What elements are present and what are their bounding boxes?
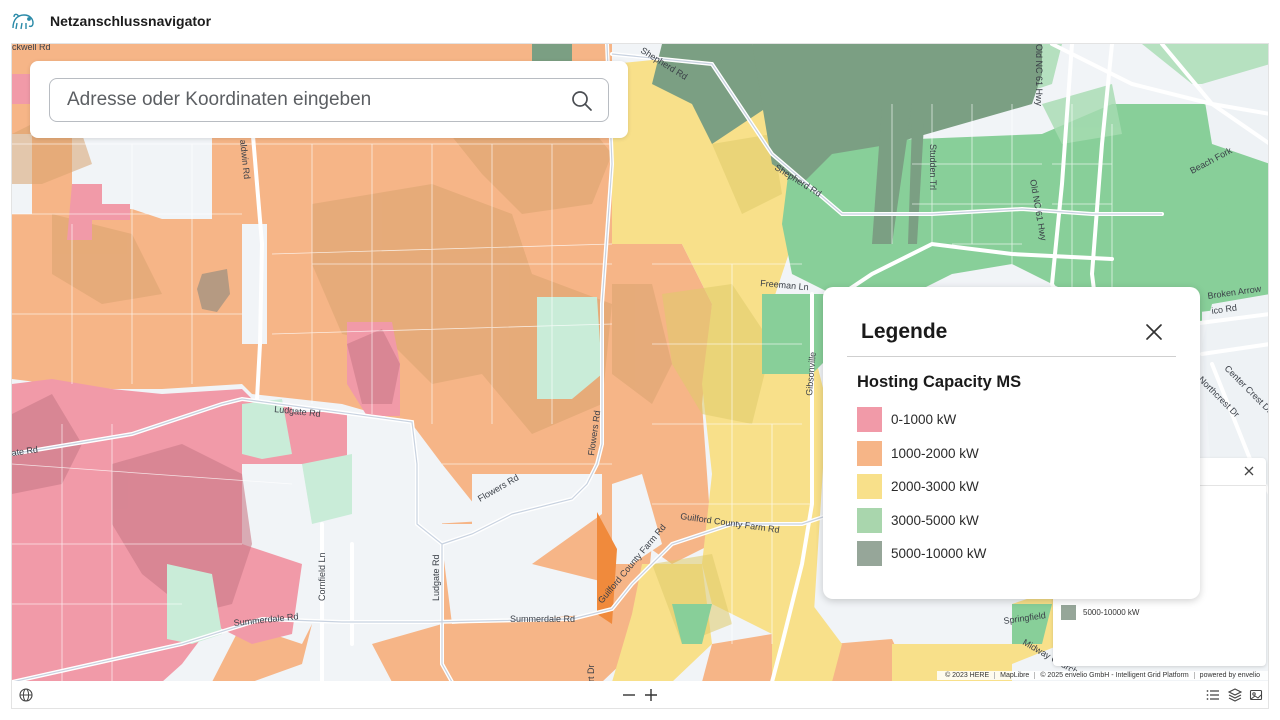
capacity-zone-yellow-dark xyxy=(652,134,782,644)
map-base-layer[interactable]: Ludgate Rd Ludgate Rd Flowers Rd Flowers… xyxy=(12,44,1269,681)
label-freeman-ln: Freeman Ln xyxy=(760,278,809,292)
label-cornfield-ln: Cornfield Ln xyxy=(317,552,327,601)
legend-divider xyxy=(847,356,1176,357)
zoom-out-icon[interactable] xyxy=(621,687,637,703)
legend-item: 3000-5000 kW xyxy=(857,508,979,533)
legend-title: Legende xyxy=(861,320,948,343)
search-icon[interactable] xyxy=(570,89,594,113)
label-summerdale-rd-2: Summerdale Rd xyxy=(510,614,575,624)
label-old-nc-hwy: Old NC 61 Hwy xyxy=(1034,44,1044,107)
mini-legend-item: 5000-10000 kW xyxy=(1061,605,1139,620)
legend-swatch xyxy=(857,441,882,466)
legend-swatch xyxy=(857,407,882,432)
legend-item: 5000-10000 kW xyxy=(857,541,986,566)
legend-swatch xyxy=(857,474,882,499)
map-attribution: © 2023 HERE MapLibre © 2025 envelio GmbH… xyxy=(937,671,1268,680)
legend-swatch xyxy=(857,508,882,533)
mini-legend-label: 5000-10000 kW xyxy=(1083,608,1140,617)
capacity-zone-pink-dark xyxy=(12,329,400,614)
mini-legend-swatch xyxy=(1061,605,1076,620)
elephant-logo-icon[interactable] xyxy=(10,8,36,34)
label-ludgate-rd: Ludgate Rd xyxy=(274,404,321,419)
legend-label: 3000-5000 kW xyxy=(891,513,979,528)
road-casing xyxy=(12,44,1162,681)
label-ate-rd: ate Rd xyxy=(12,444,39,458)
legend-label: 5000-10000 kW xyxy=(891,546,987,561)
attribution-envelio: © 2025 envelio GmbH - Intelligent Grid P… xyxy=(1034,672,1193,679)
map-canvas[interactable]: Ludgate Rd Ludgate Rd Flowers Rd Flowers… xyxy=(11,43,1269,681)
legend-subtitle: Hosting Capacity MS xyxy=(857,373,1022,391)
image-icon[interactable] xyxy=(1248,687,1264,703)
attribution-here: © 2023 HERE xyxy=(945,672,990,679)
legend-label: 2000-3000 kW xyxy=(891,479,979,494)
attribution-maplibre[interactable]: MapLibre xyxy=(994,672,1034,679)
legend-item: 2000-3000 kW xyxy=(857,474,979,499)
label-ico-rd: ico Rd xyxy=(1211,303,1238,316)
search-input[interactable] xyxy=(67,89,547,111)
legend-label: 0-1000 kW xyxy=(891,412,957,427)
parcel-lines xyxy=(12,104,1113,681)
label-ckwell-rd: ckwell Rd xyxy=(12,44,51,52)
label-studden-trl: Studden Trl xyxy=(928,144,938,190)
layers-icon[interactable] xyxy=(1227,687,1243,703)
close-icon[interactable] xyxy=(1145,323,1163,341)
capacity-zone-light-green xyxy=(167,297,602,644)
search-card xyxy=(30,61,628,138)
search-box[interactable] xyxy=(49,78,609,122)
globe-icon[interactable] xyxy=(18,687,34,703)
bottom-toolbar xyxy=(11,681,1269,709)
legend-item: 0-1000 kW xyxy=(857,407,956,432)
capacity-zone-bright-orange xyxy=(597,512,617,624)
legend-label: 1000-2000 kW xyxy=(891,446,979,461)
attribution-powered: powered by envelio xyxy=(1193,672,1265,679)
unclassified-zone-east xyxy=(1202,64,1268,484)
pond-feature xyxy=(197,269,230,312)
label-art-dr: rt Dr xyxy=(586,665,596,682)
legend-panel: Legende Hosting Capacity MS 0-1000 kW 10… xyxy=(823,287,1200,599)
zoom-in-icon[interactable] xyxy=(643,687,659,703)
list-icon[interactable] xyxy=(1205,687,1221,703)
label-gibsonville: Gibsonville xyxy=(804,351,818,396)
label-baldwin-rd: aldwin Rd xyxy=(238,139,252,179)
header: Netzanschlussnavigator xyxy=(0,0,1280,42)
label-ludgate-rd-vertical: Ludgate Rd xyxy=(431,554,441,601)
app-title: Netzanschlussnavigator xyxy=(50,13,212,29)
legend-swatch xyxy=(857,541,882,566)
legend-item: 1000-2000 kW xyxy=(857,441,979,466)
close-icon[interactable] xyxy=(1242,464,1256,478)
